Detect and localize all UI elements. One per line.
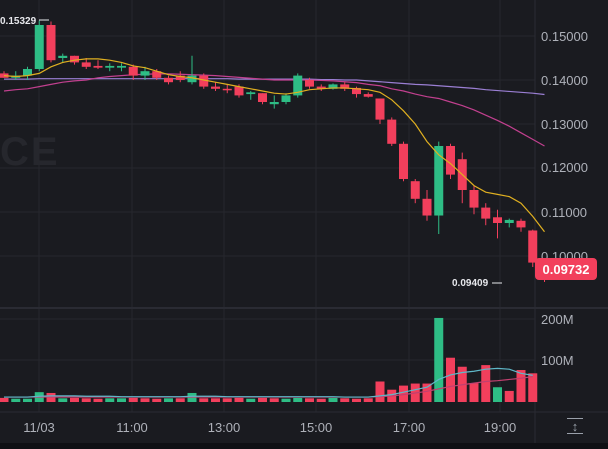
bottom-bar	[0, 443, 608, 449]
time-tick: 17:00	[392, 420, 426, 435]
low-price-label: 0.09409	[452, 278, 489, 289]
volume-tick: 200M	[541, 312, 574, 327]
last-price-badge: 0.09732	[535, 258, 597, 280]
volume-tick: 100M	[541, 353, 574, 368]
high-price-label: 0.15329	[0, 16, 37, 27]
watermark: CE	[0, 130, 60, 174]
time-tick: 11:00	[116, 420, 148, 435]
price-tick: 0.15000	[541, 29, 588, 44]
price-tick: 0.12000	[541, 160, 588, 175]
time-tick: 13:00	[207, 420, 241, 435]
time-tick: 11/03	[23, 420, 55, 435]
price-tick: 0.11000	[541, 205, 588, 220]
auto-scale-icon[interactable]: ↕	[567, 418, 583, 434]
price-tick: 0.14000	[541, 73, 588, 88]
time-tick: 15:00	[299, 420, 333, 435]
price-tick: 0.13000	[541, 117, 588, 132]
time-tick: 19:00	[483, 420, 517, 435]
